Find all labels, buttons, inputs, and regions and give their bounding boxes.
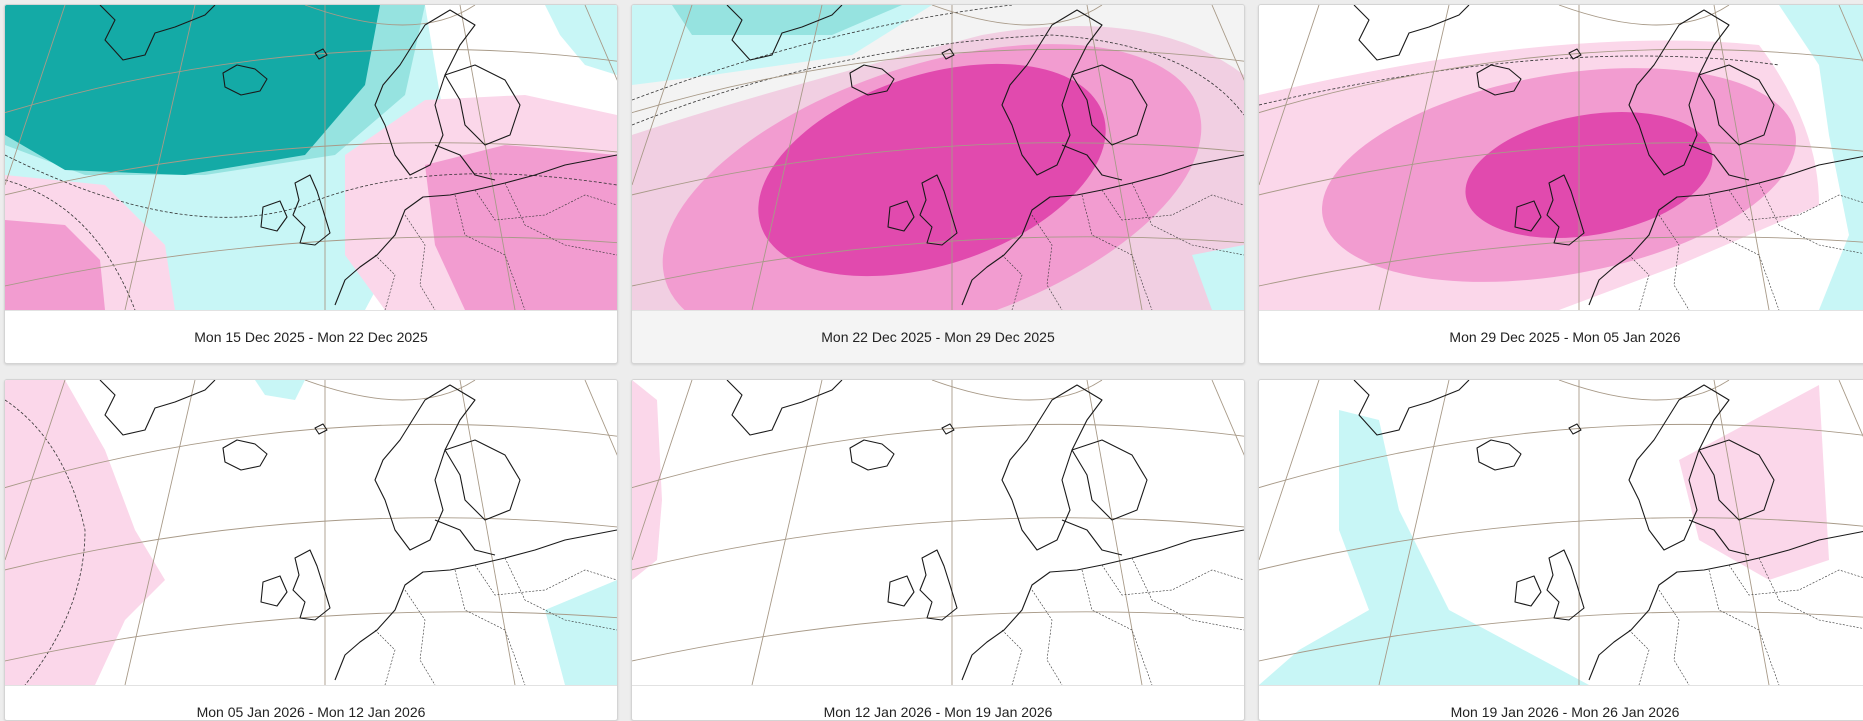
forecast-panel-5[interactable]: Mon 12 Jan 2026 - Mon 19 Jan 2026 xyxy=(631,379,1245,721)
forecast-panel-6[interactable]: Mon 19 Jan 2026 - Mon 26 Jan 2026 xyxy=(1258,379,1863,721)
anomaly-map-6 xyxy=(1259,380,1863,685)
anomaly-map-2 xyxy=(632,5,1244,310)
forecast-panel-1[interactable]: Mon 15 Dec 2025 - Mon 22 Dec 2025 xyxy=(4,4,618,364)
date-range-caption: Mon 05 Jan 2026 - Mon 12 Jan 2026 xyxy=(5,685,617,720)
date-range-caption: Mon 15 Dec 2025 - Mon 22 Dec 2025 xyxy=(5,310,617,363)
forecast-panel-3[interactable]: Mon 29 Dec 2025 - Mon 05 Jan 2026 xyxy=(1258,4,1863,364)
date-range-caption: Mon 12 Jan 2026 - Mon 19 Jan 2026 xyxy=(632,685,1244,720)
forecast-panel-4[interactable]: Mon 05 Jan 2026 - Mon 12 Jan 2026 xyxy=(4,379,618,721)
date-range-caption: Mon 22 Dec 2025 - Mon 29 Dec 2025 xyxy=(632,310,1244,363)
date-range-caption: Mon 19 Jan 2026 - Mon 26 Jan 2026 xyxy=(1259,685,1863,720)
anomaly-map-3 xyxy=(1259,5,1863,310)
date-range-caption: Mon 29 Dec 2025 - Mon 05 Jan 2026 xyxy=(1259,310,1863,363)
forecast-panel-2[interactable]: Mon 22 Dec 2025 - Mon 29 Dec 2025 xyxy=(631,4,1245,364)
anomaly-map-4 xyxy=(5,380,617,685)
anomaly-map-5 xyxy=(632,380,1244,685)
anomaly-map-1 xyxy=(5,5,617,310)
